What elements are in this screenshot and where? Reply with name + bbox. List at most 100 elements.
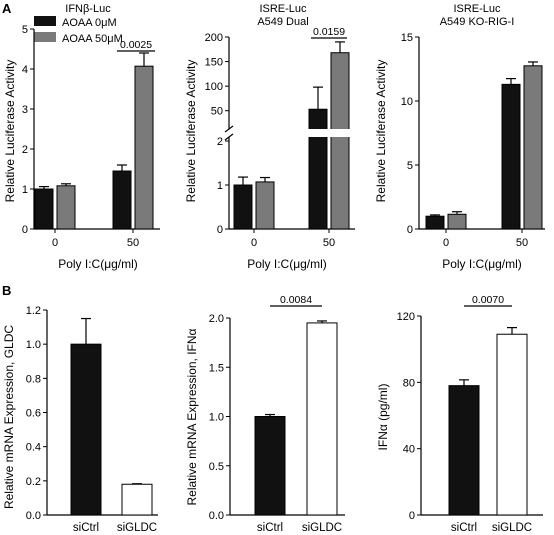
chart-b2-ylabel: Relative mRNA Expression, IFNα: [185, 328, 199, 505]
chart-a2-y-tick-label: 200: [205, 32, 223, 44]
chart-a2-axis-break-gap: [230, 129, 356, 137]
chart-a2-axis-break-mark: [224, 125, 234, 133]
chart-b2-plot: 0.0 0.5 1.0 1.5 2.0 siCtrl siGLDC 0.0084: [209, 294, 345, 534]
chart-b2-y-tick-label: 0.5: [209, 461, 224, 473]
chart-a2-axis-break-mark: [224, 133, 234, 141]
chart-a1-xlabel: Poly I:C(μg/ml): [58, 257, 138, 271]
chart-b1-x-tick-label: siCtrl: [73, 522, 99, 534]
chart-b1-y-tick-label: 0.8: [26, 373, 41, 385]
chart-a2-title: ISRE-Luc: [259, 3, 307, 15]
chart-a3-bar: [523, 65, 543, 230]
chart-a1-x-tick-label: 0: [52, 237, 58, 249]
chart-a2-y-tick-label: 2: [217, 136, 223, 148]
chart-a1-bar: [34, 188, 54, 230]
chart-a2-y-tick-label: 1: [217, 180, 223, 192]
chart-b1-y-tick-label: 0.0: [26, 510, 41, 522]
panel-label-b: B: [2, 283, 11, 298]
chart-a1-y-tick-label: 3: [22, 104, 28, 116]
chart-b3-y-tick-label: 120: [397, 311, 415, 323]
chart-a3-xlabel: Poly I:C(μg/ml): [442, 257, 522, 271]
chart-a3-y-tick-label: 0: [407, 224, 413, 236]
chart-b1-bar: [70, 343, 102, 516]
chart-a2-x-tick-label: 50: [323, 237, 335, 249]
chart-b3-plot: 0 40 80 120 siCtrl siGLDC 0.0070: [397, 294, 543, 534]
chart-b2-y-tick-label: 0.0: [209, 510, 224, 522]
chart-a2-bar: [308, 108, 328, 230]
chart-a3-bar: [447, 213, 467, 230]
legend-label-aoaa-50: AOAA 50μM: [62, 33, 123, 45]
chart-b2-y-tick-label: 2.0: [209, 313, 224, 325]
chart-a3-title: ISRE-Luc: [453, 3, 501, 15]
chart-a1-y-tick-label: 4: [22, 64, 28, 76]
chart-b1-y-tick-label: 1.2: [26, 305, 41, 317]
chart-b3-ylabel: IFNα (pg/ml): [376, 384, 390, 451]
chart-a3: ISRE-Luc A549 KO-RIG-I 0 5 10 15 0 50 Relativ…: [374, 3, 545, 271]
chart-a2-x-tick-label: 0: [251, 237, 257, 249]
chart-a3-x-tick-label: 0: [443, 237, 449, 249]
chart-b1-y-tick-label: 0.4: [26, 442, 41, 454]
chart-b3: 0 40 80 120 siCtrl siGLDC 0.0070 IFNα (pg/ml): [376, 294, 543, 534]
chart-b2-pvalue-label: 0.0084: [280, 294, 312, 306]
chart-b1-y-tick-label: 1.0: [26, 339, 41, 351]
chart-a1-legend: AOAA 0μM AOAA 50μM: [34, 16, 123, 45]
chart-a3-y-tick-label: 15: [401, 32, 413, 44]
chart-b3-y-tick-label: 80: [403, 377, 415, 389]
chart-b2-bar: [306, 322, 338, 516]
chart-b1-y-tick-label: 0.6: [26, 408, 41, 420]
chart-b1-plot: 0.0 0.2 0.4 0.6 0.8 1.0 1.2 siCtrl siGLDC: [26, 305, 158, 534]
chart-b3-y-tick-label: 40: [403, 444, 415, 456]
legend-swatch-aoaa-50: [34, 32, 56, 42]
chart-a2-y-tick-label: 150: [205, 57, 223, 69]
chart-a1-y-tick-label: 2: [22, 144, 28, 156]
chart-a2-bar: [330, 52, 350, 230]
chart-b3-x-tick-label: siGLDC: [492, 522, 532, 534]
chart-b1: 0.0 0.2 0.4 0.6 0.8 1.0 1.2 siCtrl siGLDC Relati…: [2, 305, 158, 534]
chart-a2-bar: [255, 181, 275, 230]
chart-a2-subtitle: A549 Dual: [257, 16, 308, 28]
chart-a3-y-tick-label: 10: [401, 96, 413, 108]
chart-a2-y-tick-label: 0: [217, 224, 223, 236]
chart-a1-title: IFNβ-Luc: [65, 3, 111, 15]
chart-b1-y-tick-label: 0.2: [26, 476, 41, 488]
chart-b3-y-tick-label: 0: [409, 510, 415, 522]
chart-a3-bar: [501, 83, 521, 230]
chart-b1-x-tick-label: siGLDC: [117, 522, 157, 534]
chart-a1-y-tick-label: 1: [22, 184, 28, 196]
chart-a2-y-tick-label: 100: [205, 81, 223, 93]
chart-a2-ylabel: Relative Luciferase Activity: [184, 60, 198, 203]
chart-a3-subtitle: A549 KO-RIG-I: [440, 16, 515, 28]
chart-a1-ylabel: Relative Luciferase Activity: [3, 60, 17, 203]
chart-b2-x-tick-label: siGLDC: [302, 522, 342, 534]
legend-swatch-aoaa-0: [34, 16, 56, 26]
chart-a3-ylabel: Relative Luciferase Activity: [374, 60, 388, 203]
chart-b2: 0.0 0.5 1.0 1.5 2.0 siCtrl siGLDC 0.0084 Relati…: [185, 294, 345, 534]
chart-a1-bar: [134, 65, 154, 230]
chart-b3-pvalue-label: 0.0070: [472, 294, 504, 306]
chart-a2-plot: 0 1 2 50 100 150 200 0 50 0.0159: [205, 26, 356, 249]
panel-label-a: A: [2, 1, 12, 16]
chart-b1-bar: [121, 483, 153, 516]
chart-a2-bar: [233, 184, 253, 230]
chart-a2-xlabel: Poly I:C(μg/ml): [247, 257, 327, 271]
chart-a1-pvalue-label: 0.0025: [120, 39, 152, 51]
chart-a2: ISRE-Luc A549 Dual 0 1 2 50 100 150 200 0 50 0.01…: [184, 3, 356, 271]
chart-a3-x-tick-label: 50: [516, 237, 528, 249]
chart-b1-ylabel: Relative mRNA Expression, GLDC: [2, 325, 16, 509]
chart-a1-bar: [112, 170, 132, 230]
chart-b3-x-tick-label: siCtrl: [451, 522, 477, 534]
chart-a2-y-tick-label: 50: [211, 106, 223, 118]
chart-a3-bar: [425, 215, 445, 230]
chart-b2-y-tick-label: 1.0: [209, 412, 224, 424]
chart-b2-y-tick-label: 1.5: [209, 362, 224, 374]
chart-a1-y-tick-label: 5: [22, 24, 28, 36]
chart-a3-plot: 0 5 10 15 0 50: [401, 32, 545, 249]
chart-b3-bar: [496, 333, 528, 516]
chart-a1-x-tick-label: 50: [127, 237, 139, 249]
chart-a2-pvalue-label: 0.0159: [313, 26, 345, 38]
chart-a1-y-tick-label: 0: [22, 224, 28, 236]
chart-b3-bar: [448, 385, 480, 516]
chart-a1-bar: [56, 185, 76, 230]
